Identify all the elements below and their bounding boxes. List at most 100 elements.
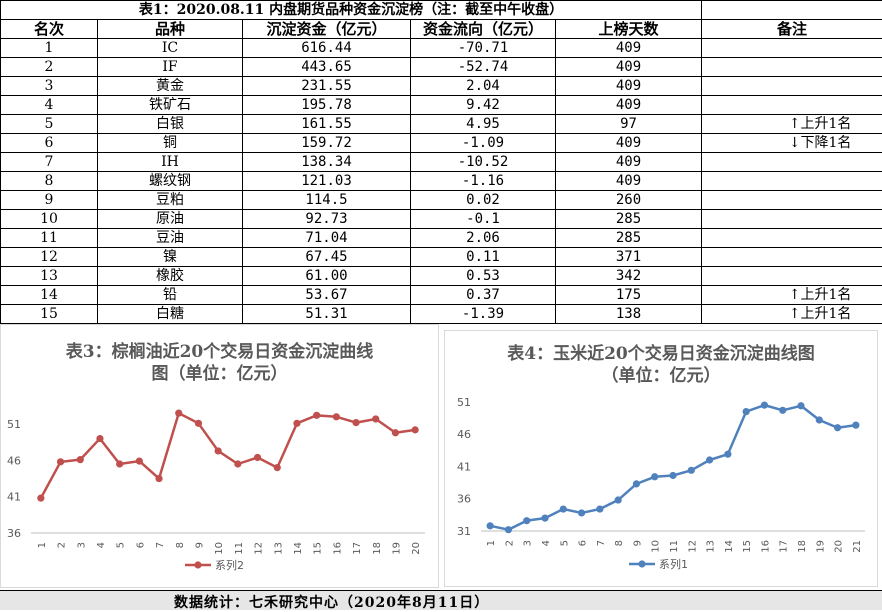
data-point (96, 435, 103, 442)
cell-days: 409 (556, 96, 702, 115)
x-tick-label: 4 (541, 540, 552, 546)
x-tick-label: 6 (578, 540, 589, 546)
cell-note (702, 267, 882, 286)
cell-days: 138 (556, 305, 702, 324)
cell-capital: 53.67 (243, 286, 411, 305)
cell-capital: 138.34 (243, 153, 411, 172)
cell-rank: 4 (1, 96, 98, 115)
data-point (234, 460, 241, 467)
cell-days: 409 (556, 58, 702, 77)
x-tick-label: 7 (155, 542, 166, 548)
cell-rank: 2 (1, 58, 98, 77)
x-tick-label: 8 (614, 540, 625, 546)
cell-flow: -1.09 (411, 134, 556, 153)
cell-rank: 5 (1, 115, 98, 134)
data-point (57, 458, 64, 465)
cell-rank: 7 (1, 153, 98, 172)
cell-name: 白银 (98, 115, 243, 134)
cell-capital: 231.55 (243, 77, 411, 96)
x-tick-label: 12 (254, 542, 265, 555)
x-tick-label: 15 (742, 540, 753, 553)
cell-capital: 161.55 (243, 115, 411, 134)
cell-rank: 15 (1, 305, 98, 324)
cell-days: 409 (556, 134, 702, 153)
x-tick-label: 18 (372, 542, 383, 555)
data-point (313, 412, 320, 419)
data-point (834, 424, 841, 431)
ranking-table: 表1：2020.08.11 内盘期货品种资金沉淀榜（注：截至中午收盘） 名次品种… (0, 0, 882, 324)
cell-flow: 2.04 (411, 77, 556, 96)
cell-note (702, 96, 882, 115)
x-tick-label: 19 (391, 542, 402, 555)
y-tick-label: 51 (457, 396, 471, 409)
cell-flow: -70.71 (411, 39, 556, 58)
data-point (333, 413, 340, 420)
y-tick-label: 51 (7, 418, 21, 431)
cell-flow: 2.06 (411, 229, 556, 248)
data-point (560, 505, 567, 512)
y-tick-label: 46 (457, 428, 471, 441)
x-tick-label: 17 (352, 542, 363, 555)
legend-marker (194, 561, 201, 568)
data-point (688, 467, 695, 474)
x-tick-label: 11 (669, 540, 680, 553)
x-tick-label: 16 (332, 542, 343, 555)
x-tick-label: 21 (852, 540, 863, 553)
y-tick-label: 46 (7, 454, 21, 467)
footer-source: 数据统计：七禾研究中心（2020年8月11日） (174, 592, 489, 612)
cell-name: IC (98, 39, 243, 58)
cell-flow: -1.16 (411, 172, 556, 191)
cell-note: ↑上升1名 (702, 286, 882, 305)
y-tick-label: 31 (457, 525, 471, 538)
column-header: 品种 (98, 20, 243, 39)
data-point (779, 407, 786, 414)
data-point (215, 447, 222, 454)
cell-flow: 0.53 (411, 267, 556, 286)
cell-name: 原油 (98, 210, 243, 229)
data-point (77, 456, 84, 463)
data-point (195, 420, 202, 427)
x-tick-label: 19 (815, 540, 826, 553)
data-point (743, 408, 750, 415)
cell-note: ↓下降1名 (702, 134, 882, 153)
x-tick-label: 13 (706, 540, 717, 553)
cell-days: 285 (556, 210, 702, 229)
column-header: 上榜天数 (556, 20, 702, 39)
cell-note (702, 191, 882, 210)
cell-flow: -1.39 (411, 305, 556, 324)
x-tick-label: 4 (96, 542, 107, 548)
x-tick-label: 7 (596, 540, 607, 546)
cell-days: 409 (556, 39, 702, 58)
y-tick-label: 41 (7, 491, 21, 504)
x-tick-label: 9 (632, 540, 643, 546)
data-point (116, 460, 123, 467)
cell-name: 橡胶 (98, 267, 243, 286)
x-tick-label: 3 (76, 542, 87, 548)
cell-rank: 3 (1, 77, 98, 96)
data-point (596, 505, 603, 512)
x-tick-label: 1 (486, 540, 497, 546)
series-line (41, 413, 415, 498)
data-point (352, 419, 359, 426)
cell-name: 豆油 (98, 229, 243, 248)
cell-note (702, 248, 882, 267)
cell-note (702, 39, 882, 58)
cell-note: ↑上升1名 (702, 305, 882, 324)
cell-flow: -0.1 (411, 210, 556, 229)
x-tick-label: 20 (834, 540, 845, 553)
x-tick-label: 11 (234, 542, 245, 555)
data-point (136, 457, 143, 464)
legend-marker (638, 560, 645, 567)
x-tick-label: 1 (37, 542, 48, 548)
x-tick-label: 15 (313, 542, 324, 555)
cell-name: 螺纹钢 (98, 172, 243, 191)
series-line (490, 405, 856, 530)
